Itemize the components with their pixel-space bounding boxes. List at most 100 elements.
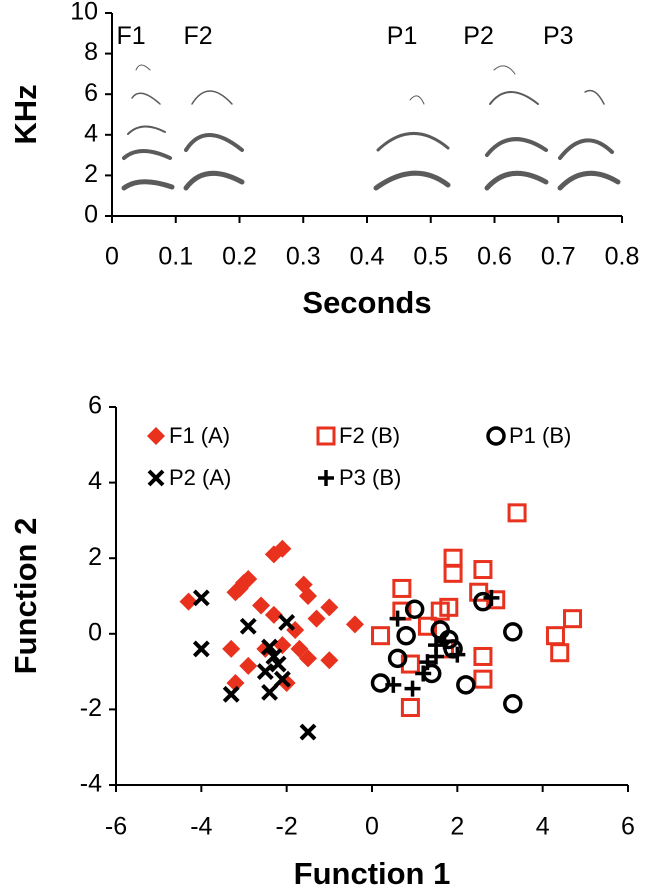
point — [226, 583, 245, 602]
x-tick-label: 0.8 — [605, 243, 640, 271]
point — [320, 651, 339, 670]
y-tick-label: -2 — [80, 694, 102, 722]
point — [473, 560, 493, 580]
y-tick-label: 8 — [84, 38, 98, 66]
x-tick-label: 0.1 — [158, 243, 193, 271]
y-tick-label: 4 — [88, 467, 102, 495]
point — [226, 673, 245, 692]
syllable-label: P3 — [543, 22, 574, 50]
point — [179, 592, 198, 611]
point — [222, 639, 241, 658]
x-tick-label: 0 — [365, 813, 379, 841]
point — [299, 587, 317, 605]
x-tick-label: -6 — [105, 813, 127, 841]
point — [449, 646, 466, 663]
x-tick-label: 2 — [450, 813, 464, 841]
y-tick-label: 0 — [84, 201, 98, 229]
point — [239, 656, 258, 675]
point — [473, 646, 493, 666]
point — [404, 599, 425, 619]
point — [473, 669, 493, 689]
point — [503, 622, 523, 642]
point — [239, 617, 257, 635]
legend-marker — [147, 469, 165, 487]
point — [299, 723, 317, 741]
point — [404, 680, 421, 697]
y-tick-label: 4 — [84, 119, 98, 147]
y-tick-label: 6 — [84, 79, 98, 107]
syllable-label: F1 — [117, 22, 146, 50]
legend-label: P3 (B) — [339, 465, 401, 490]
y-axis-title: KHz — [8, 84, 43, 144]
point — [415, 665, 432, 682]
y-tick-label: 10 — [70, 0, 98, 26]
spectrogram-image — [121, 64, 621, 191]
point — [550, 643, 570, 663]
y-tick-label: 2 — [84, 160, 98, 188]
point — [563, 609, 583, 629]
point — [436, 633, 453, 650]
point — [192, 640, 210, 658]
x-tick-label: 0.5 — [413, 243, 448, 271]
point — [252, 596, 271, 615]
syllable-label: F2 — [183, 22, 212, 50]
x-tick-label: 0.2 — [222, 243, 257, 271]
x-axis-title: Function 1 — [294, 856, 451, 891]
x-tick-label: 4 — [536, 813, 550, 841]
point — [396, 625, 416, 646]
y-tick-label: 0 — [88, 618, 102, 646]
x-tick-label: 0.4 — [350, 243, 385, 271]
point — [192, 589, 210, 607]
point — [273, 670, 291, 688]
point — [239, 569, 258, 588]
x-tick-label: 0.7 — [541, 243, 576, 271]
point — [269, 655, 287, 673]
point — [264, 605, 283, 624]
point — [507, 503, 527, 523]
point — [261, 638, 279, 656]
x-tick-label: 0.6 — [477, 243, 512, 271]
point — [483, 589, 500, 606]
syllable-label: P2 — [463, 22, 494, 50]
syllable-label: P1 — [387, 22, 418, 50]
point — [503, 693, 523, 714]
x-tick-label: 6 — [621, 813, 635, 841]
point — [417, 616, 437, 636]
x-tick-label: 0 — [105, 243, 119, 271]
point — [389, 610, 406, 627]
point — [385, 676, 402, 693]
point — [443, 548, 463, 568]
x-tick-label: -4 — [190, 813, 212, 841]
point — [256, 663, 274, 681]
legend-label: F1 (A) — [169, 423, 230, 448]
legend-marker — [318, 470, 334, 486]
point — [299, 649, 317, 668]
legend-marker — [486, 426, 506, 446]
point — [443, 563, 463, 583]
legend-marker — [147, 427, 165, 445]
point — [370, 673, 391, 693]
point — [439, 597, 459, 617]
point — [456, 675, 476, 695]
y-axis-title: Function 2 — [8, 518, 43, 675]
point — [545, 626, 565, 646]
y-tick-label: 6 — [88, 392, 102, 420]
x-axis-title: Seconds — [302, 285, 431, 320]
point — [261, 683, 279, 701]
point — [307, 609, 326, 628]
point — [278, 614, 296, 631]
point — [273, 539, 292, 558]
y-tick-label: -4 — [80, 770, 102, 798]
point — [320, 598, 339, 617]
x-tick-label: -2 — [276, 813, 298, 841]
point — [392, 578, 412, 598]
legend-label: P1 (B) — [509, 423, 571, 448]
legend-label: P2 (A) — [169, 465, 231, 490]
legend-marker — [316, 426, 336, 446]
x-tick-label: 0.3 — [286, 243, 321, 271]
point — [371, 626, 391, 646]
point — [439, 629, 459, 650]
point — [486, 590, 506, 610]
point — [387, 648, 408, 669]
point — [222, 685, 240, 703]
